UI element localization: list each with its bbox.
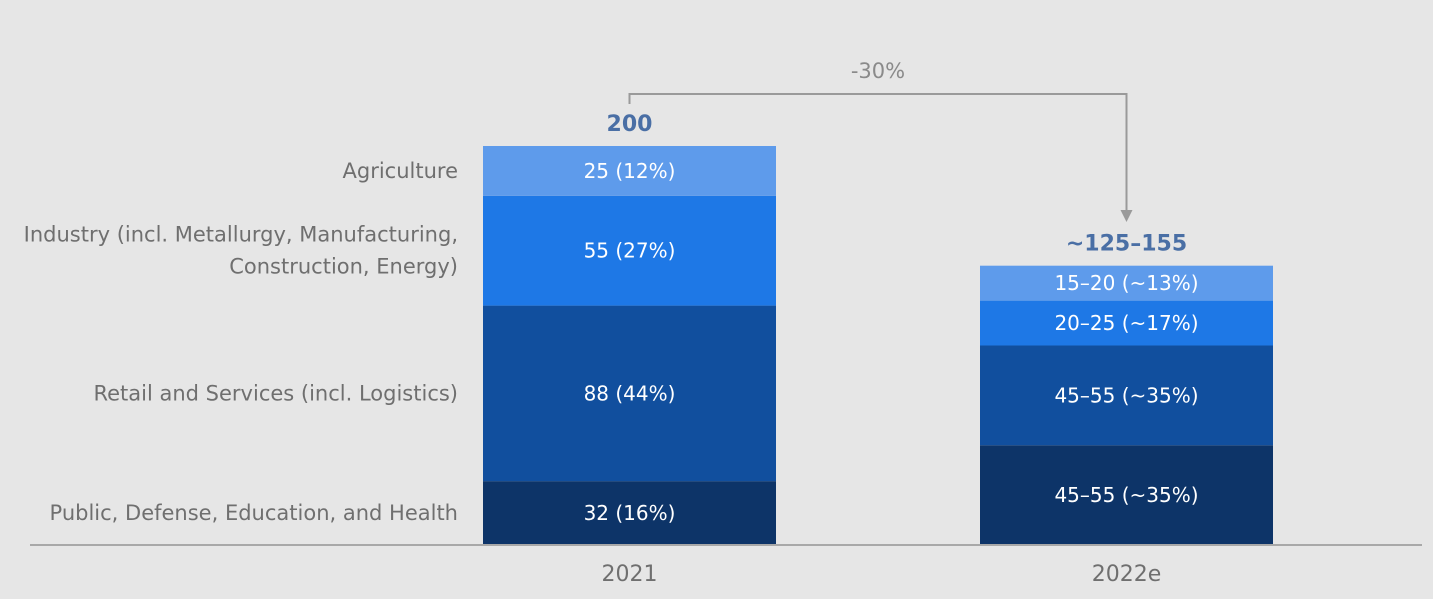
series-label-line: Industry (incl. Metallurgy, Manufacturin… bbox=[24, 223, 458, 247]
change-label: -30% bbox=[851, 59, 905, 83]
bar-segment bbox=[980, 265, 1273, 301]
bar-segment bbox=[483, 146, 776, 196]
segment-value-label: 55 (27%) bbox=[584, 239, 676, 263]
bar-segment bbox=[483, 305, 776, 482]
series-label-line: Agriculture bbox=[343, 159, 459, 183]
bar-segment bbox=[980, 300, 1273, 346]
bar-segment bbox=[980, 445, 1273, 545]
total-label: 200 bbox=[607, 112, 653, 137]
change-arrowhead bbox=[1120, 210, 1133, 222]
bars bbox=[483, 146, 1273, 545]
bar-segment bbox=[483, 481, 776, 545]
bar-segment bbox=[483, 195, 776, 306]
series-label: Public, Defense, Education, and Health bbox=[50, 501, 458, 525]
series-label: Retail and Services (incl. Logistics) bbox=[93, 381, 458, 405]
x-axis-tick-label: 2022e bbox=[1092, 562, 1162, 587]
series-label-line: Retail and Services (incl. Logistics) bbox=[93, 381, 458, 405]
x-axis-labels: 2021 2022e bbox=[602, 562, 1162, 587]
series-label: Agriculture bbox=[343, 159, 459, 183]
segment-value-label: 15–20 (~13%) bbox=[1054, 271, 1198, 295]
bar-segment bbox=[980, 345, 1273, 446]
total-label: ~125–155 bbox=[1066, 232, 1187, 257]
x-axis-tick-label: 2021 bbox=[602, 562, 658, 587]
segment-value-label: 25 (12%) bbox=[584, 159, 676, 183]
segment-value-label: 20–25 (~17%) bbox=[1054, 311, 1198, 335]
total-labels: 200 ~125–155 bbox=[607, 112, 1188, 257]
segment-value-label: 88 (44%) bbox=[584, 381, 676, 405]
segment-labels: 32 (16%) 88 (44%) 55 (27%) 25 (12%) 45–55 (~… bbox=[584, 159, 1199, 525]
series-label: Industry (incl. Metallurgy, Manufacturin… bbox=[24, 223, 458, 279]
segment-value-label: 45–55 (~35%) bbox=[1054, 483, 1198, 507]
series-label-line: Construction, Energy) bbox=[229, 255, 458, 279]
change-arrow bbox=[628, 93, 1128, 210]
category-labels: Public, Defense, Education, and Health Re… bbox=[24, 159, 458, 525]
series-label-line: Public, Defense, Education, and Health bbox=[50, 501, 458, 525]
segment-value-label: 45–55 (~35%) bbox=[1054, 383, 1198, 407]
segment-value-label: 32 (16%) bbox=[584, 501, 676, 525]
